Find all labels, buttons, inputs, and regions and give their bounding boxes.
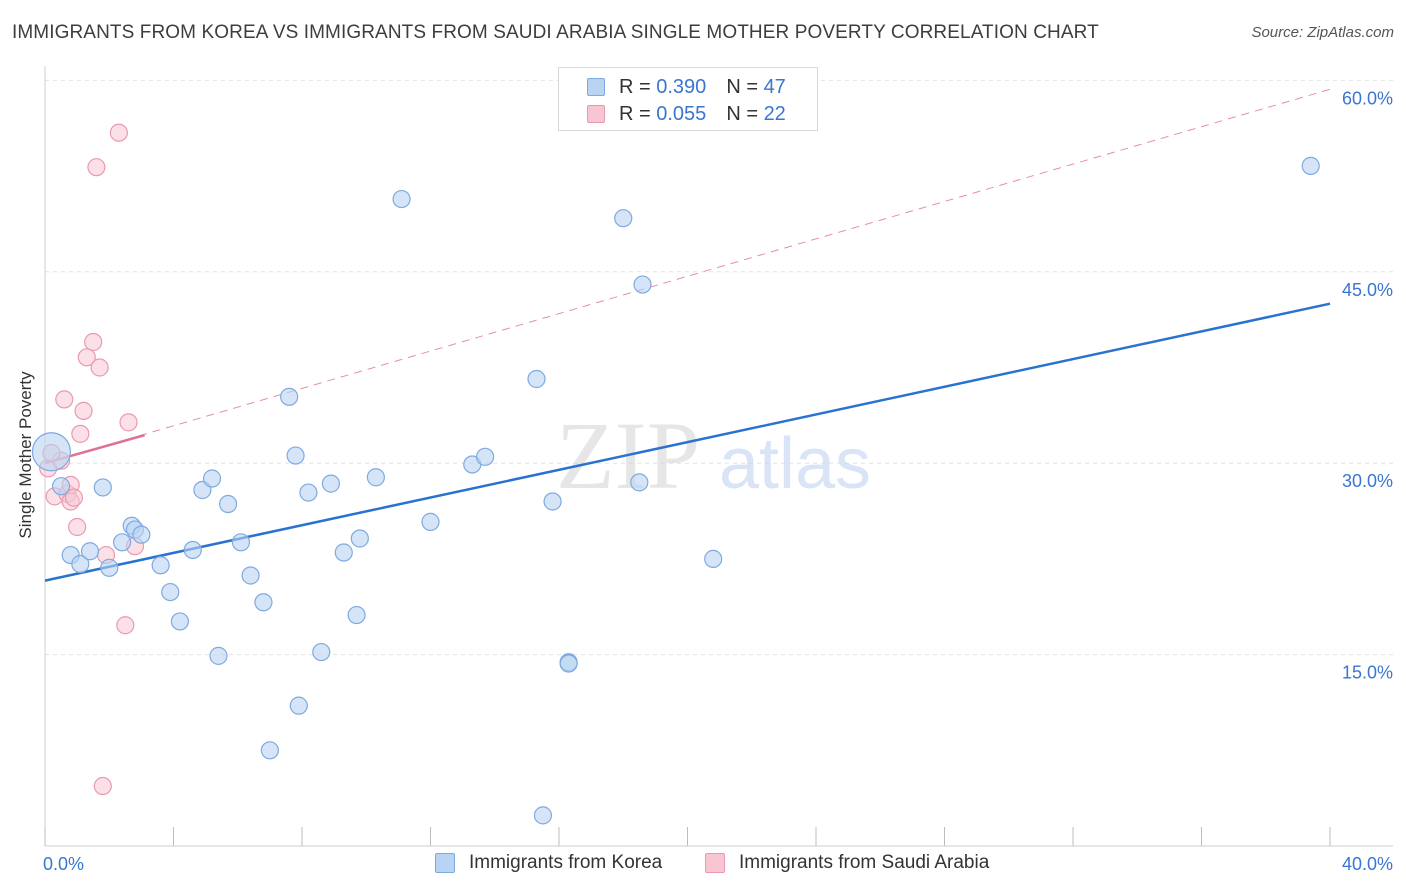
legend-n-value-saudi: 22: [763, 103, 786, 125]
point-korea: [132, 525, 151, 544]
point-korea: [280, 387, 299, 406]
legend-swatch-saudi: [587, 105, 605, 123]
point-korea: [289, 696, 308, 715]
bottom-legend-swatch-korea: [435, 853, 455, 873]
point-korea: [1301, 156, 1320, 175]
watermark-atlas: atlas: [719, 424, 871, 504]
point-saudi-arabia: [71, 424, 90, 443]
point-korea: [202, 469, 222, 488]
point-korea: [161, 582, 180, 602]
legend-n-label: N =: [726, 103, 764, 125]
trend-line-korea: [44, 302, 1331, 582]
point-korea: [31, 432, 72, 472]
point-korea: [170, 612, 190, 631]
point-saudi-arabia: [90, 358, 109, 377]
point-korea: [254, 593, 273, 612]
point-korea: [559, 654, 578, 673]
point-saudi-arabia: [55, 390, 74, 409]
legend-r-label: R =: [619, 76, 657, 98]
point-korea: [527, 369, 546, 389]
point-saudi-arabia: [84, 332, 103, 352]
point-korea: [312, 642, 331, 662]
legend-text-korea: R = 0.390 N = 47: [619, 76, 786, 99]
grid-lines: [45, 79, 1393, 656]
point-saudi-arabia: [116, 616, 135, 635]
x-tick-label: 0.0%: [43, 854, 84, 874]
bottom-legend-swatch-saudi: [705, 853, 725, 873]
point-korea: [704, 549, 723, 569]
legend-r-value-korea: 0.390: [656, 76, 707, 98]
point-saudi-arabia: [109, 123, 128, 142]
point-saudi-arabia: [68, 517, 87, 537]
point-korea: [241, 566, 260, 585]
point-korea: [231, 533, 251, 552]
legend-r-value-saudi: 0.055: [656, 103, 707, 125]
point-saudi-arabia: [77, 348, 96, 367]
point-korea: [112, 533, 132, 552]
point-korea: [219, 494, 238, 514]
legend-n-label: N =: [726, 76, 764, 98]
legend-swatch-korea: [587, 78, 605, 96]
point-korea: [260, 741, 279, 760]
point-korea: [100, 558, 119, 577]
source-credit: Source: ZipAtlas.com: [1251, 24, 1394, 41]
point-korea: [334, 543, 353, 562]
y-tick-label: 15.0%: [1342, 663, 1393, 683]
legend-n-value-korea: 47: [763, 76, 786, 98]
point-saudi-arabia: [74, 401, 93, 420]
point-korea: [51, 477, 71, 496]
y-tick-label: 30.0%: [1342, 471, 1393, 491]
y-tick-label: 60.0%: [1342, 88, 1393, 108]
watermark: ZIP atlas: [556, 402, 871, 509]
point-saudi-arabia: [119, 413, 138, 432]
point-korea: [366, 468, 385, 487]
point-korea: [286, 446, 305, 465]
point-saudi-arabia: [64, 488, 84, 507]
point-saudi-arabia: [87, 158, 106, 177]
points-korea: [31, 156, 1320, 825]
point-korea: [209, 646, 228, 665]
point-korea: [633, 275, 652, 294]
point-korea: [614, 209, 633, 228]
bottom-legend-label-saudi: Immigrants from Saudi Arabia: [739, 852, 990, 873]
point-korea: [321, 474, 341, 493]
y-axis-label: Single Mother Poverty: [16, 371, 35, 539]
x-tick-label: 40.0%: [1342, 854, 1393, 874]
point-korea: [630, 473, 649, 492]
tick-labels: 15.0% 30.0% 45.0% 60.0% 0.0% 40.0%: [43, 88, 1393, 874]
correlation-legend: R = 0.390 N = 47 R = 0.055 N = 22: [558, 67, 818, 131]
point-korea: [350, 529, 369, 548]
point-korea: [392, 189, 411, 209]
point-korea: [533, 806, 553, 825]
point-korea: [543, 492, 562, 511]
point-saudi-arabia: [93, 776, 112, 796]
bottom-legend-label-korea: Immigrants from Korea: [469, 852, 663, 873]
point-korea: [80, 542, 100, 561]
point-korea: [93, 478, 112, 497]
point-korea: [71, 554, 90, 574]
point-korea: [183, 540, 202, 560]
point-korea: [299, 483, 318, 502]
point-korea: [347, 605, 366, 625]
point-korea: [476, 447, 495, 466]
legend-text-saudi: R = 0.055 N = 22: [619, 103, 786, 126]
y-tick-label: 45.0%: [1342, 280, 1393, 300]
point-korea: [421, 512, 440, 531]
legend-r-label: R =: [619, 103, 657, 125]
chart-title: IMMIGRANTS FROM KOREA VS IMMIGRANTS FROM…: [12, 22, 1099, 43]
point-korea: [151, 556, 170, 575]
